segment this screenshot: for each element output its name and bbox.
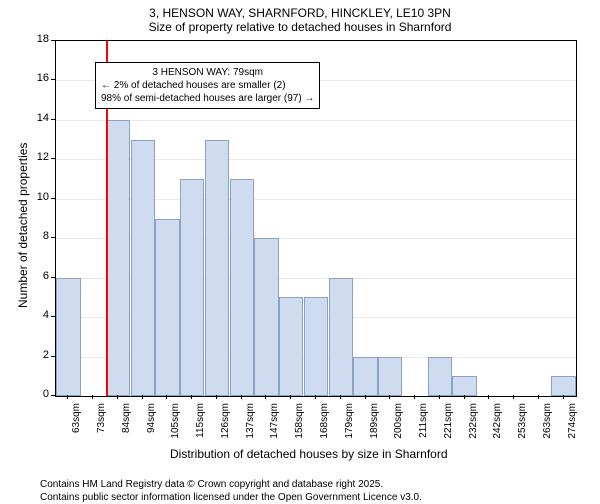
- x-tick-label: 200sqm: [393, 403, 404, 447]
- x-tick-label: 274sqm: [567, 403, 578, 447]
- histogram-bar: [155, 219, 179, 397]
- x-tick-label: 73sqm: [96, 403, 107, 447]
- footer-line2: Contains public sector information licen…: [40, 491, 422, 504]
- histogram-bar: [279, 297, 303, 396]
- y-tick-label: 4: [27, 309, 49, 321]
- histogram-bar: [131, 140, 155, 396]
- annotation-line3: 98% of semi-detached houses are larger (…: [101, 92, 314, 105]
- y-tick-label: 2: [27, 349, 49, 361]
- histogram-bar: [304, 297, 328, 396]
- footer-attribution: Contains HM Land Registry data © Crown c…: [40, 478, 422, 504]
- x-tick-label: 242sqm: [492, 403, 503, 447]
- histogram-bar: [378, 357, 402, 396]
- y-tick-label: 0: [27, 388, 49, 400]
- y-tick-label: 10: [27, 191, 49, 203]
- x-tick-label: 147sqm: [269, 403, 280, 447]
- chart-title: 3, HENSON WAY, SHARNFORD, HINCKLEY, LE10…: [0, 6, 600, 20]
- histogram-bar: [428, 357, 452, 396]
- y-axis-label: Number of detached properties: [16, 142, 30, 307]
- histogram-bar: [180, 179, 204, 396]
- x-tick-label: 221sqm: [443, 403, 454, 447]
- histogram-bar: [106, 120, 130, 396]
- histogram-bar: [353, 357, 377, 396]
- y-tick-label: 18: [27, 33, 49, 45]
- histogram-bar: [205, 140, 229, 396]
- x-tick-label: 253sqm: [517, 403, 528, 447]
- y-tick-label: 6: [27, 270, 49, 282]
- footer-line1: Contains HM Land Registry data © Crown c…: [40, 478, 422, 491]
- x-tick-label: 126sqm: [220, 403, 231, 447]
- y-tick-label: 16: [27, 72, 49, 84]
- chart-subtitle: Size of property relative to detached ho…: [0, 20, 600, 34]
- x-tick-label: 137sqm: [245, 403, 256, 447]
- x-tick-label: 84sqm: [121, 403, 132, 447]
- annotation-line2: ← 2% of detached houses are smaller (2): [101, 79, 314, 92]
- chart-container: 3, HENSON WAY, SHARNFORD, HINCKLEY, LE10…: [0, 0, 600, 500]
- x-axis-label: Distribution of detached houses by size …: [170, 447, 448, 461]
- x-tick-label: 263sqm: [542, 403, 553, 447]
- annotation-box: 3 HENSON WAY: 79sqm ← 2% of detached hou…: [95, 62, 320, 109]
- x-tick-label: 211sqm: [418, 403, 429, 447]
- histogram-bar: [230, 179, 254, 396]
- x-tick-label: 115sqm: [195, 403, 206, 447]
- histogram-bar: [56, 278, 80, 396]
- histogram-bar: [329, 278, 353, 396]
- histogram-bar: [551, 376, 575, 396]
- y-tick-label: 8: [27, 230, 49, 242]
- histogram-bar: [452, 376, 476, 396]
- x-tick-label: 189sqm: [369, 403, 380, 447]
- x-tick-label: 105sqm: [170, 403, 181, 447]
- x-tick-label: 232sqm: [468, 403, 479, 447]
- x-tick-label: 94sqm: [146, 403, 157, 447]
- x-tick-label: 179sqm: [344, 403, 355, 447]
- annotation-line1: 3 HENSON WAY: 79sqm: [101, 66, 314, 79]
- histogram-bar: [254, 238, 278, 396]
- x-tick-label: 63sqm: [71, 403, 82, 447]
- x-tick-label: 168sqm: [319, 403, 330, 447]
- y-tick-label: 14: [27, 112, 49, 124]
- x-tick-label: 158sqm: [294, 403, 305, 447]
- y-tick-label: 12: [27, 151, 49, 163]
